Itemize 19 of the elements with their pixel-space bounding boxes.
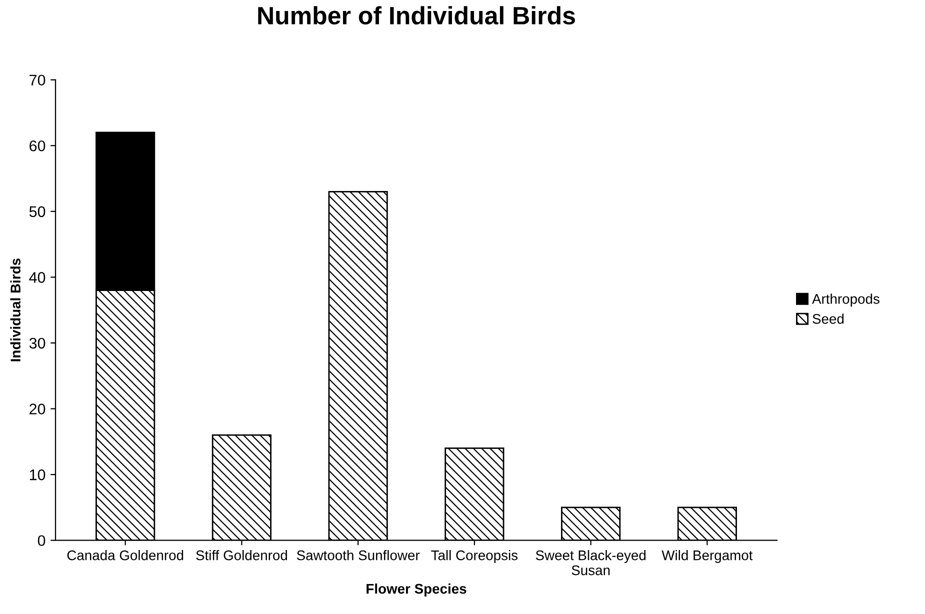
x-tick-label: Sweet Black-eyed Susan <box>536 550 646 576</box>
y-axis-title: Individual Birds <box>10 258 20 362</box>
x-tick-label: Wild Bergamot <box>662 550 753 563</box>
x-tick-label: Tall Coreopsis <box>431 550 518 563</box>
x-tick-label: Stiff Goldenrod <box>196 550 287 560</box>
x-tick-label: Sawtooth Sunflower <box>296 550 420 560</box>
y-tick-label: 0 <box>38 535 46 546</box>
y-tick-label: 30 <box>29 338 46 349</box>
chart-title: Number of Individual Birds <box>258 6 575 25</box>
y-tick-label: 70 <box>30 74 46 86</box>
y-tick-label: 10 <box>30 469 46 480</box>
legend-label: Arthropods <box>812 294 880 307</box>
y-tick-label: 60 <box>30 140 46 152</box>
x-tick-label: Canada Goldenrod <box>67 550 184 560</box>
y-tick-label: 20 <box>30 404 46 414</box>
legend-label: Seed <box>812 314 844 324</box>
y-tick-label: 40 <box>29 272 46 283</box>
y-tick-label: 50 <box>29 206 46 218</box>
x-axis-title: Flower Species <box>366 584 466 596</box>
